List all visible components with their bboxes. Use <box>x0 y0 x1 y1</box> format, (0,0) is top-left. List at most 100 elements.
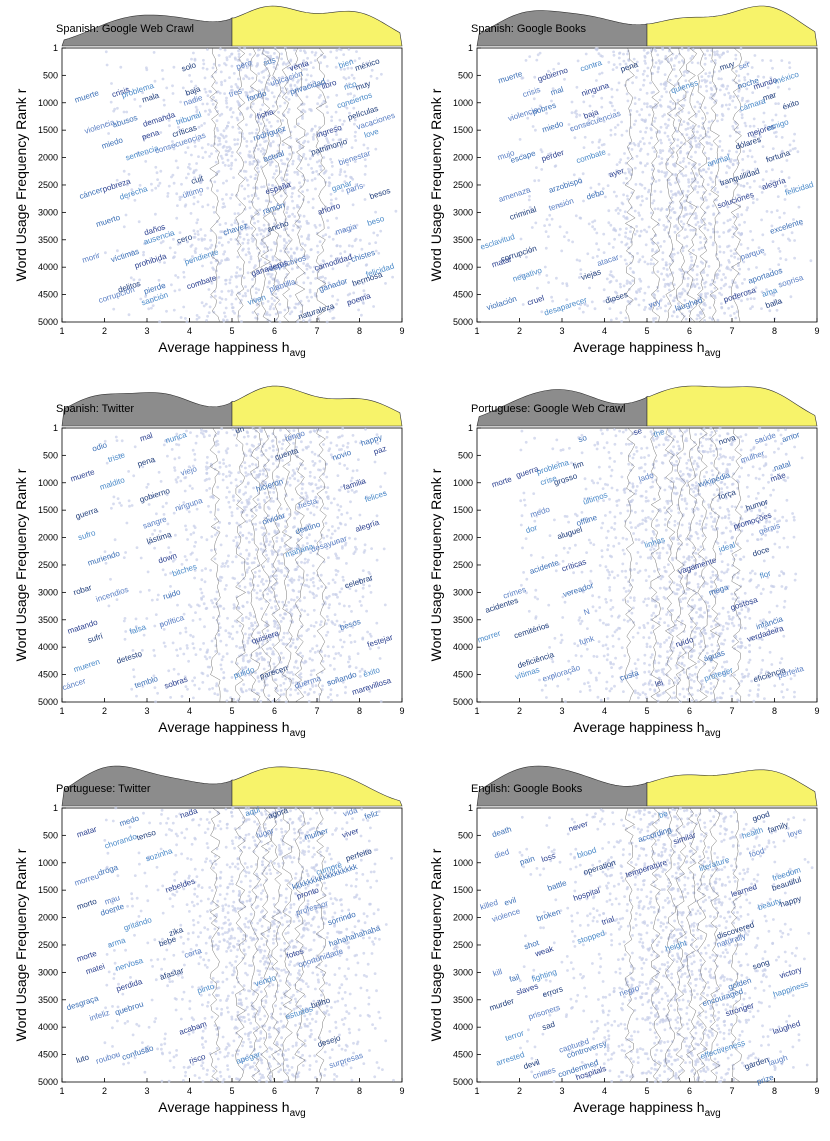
background-point <box>311 170 315 174</box>
background-point <box>243 225 247 229</box>
background-point <box>584 52 588 56</box>
background-point <box>753 179 756 183</box>
background-point <box>634 119 638 123</box>
background-point <box>177 443 181 447</box>
background-point <box>310 154 314 158</box>
background-point <box>218 114 222 117</box>
background-point <box>757 683 761 687</box>
background-point <box>330 198 333 202</box>
background-point <box>360 247 364 251</box>
background-point <box>324 233 328 237</box>
background-point <box>671 271 675 275</box>
background-point <box>678 52 681 56</box>
background-point <box>314 51 318 55</box>
background-point <box>233 311 237 315</box>
background-point <box>319 429 322 432</box>
background-point <box>691 268 694 272</box>
background-point <box>715 113 719 117</box>
background-point <box>775 308 779 312</box>
background-point <box>746 169 750 173</box>
background-point <box>765 170 768 173</box>
background-point <box>228 521 231 525</box>
background-point <box>326 111 329 114</box>
percentile-line <box>260 427 272 703</box>
background-point <box>594 63 598 67</box>
background-point <box>687 224 691 227</box>
background-point <box>233 433 237 437</box>
background-point <box>325 596 329 600</box>
background-point <box>715 276 719 280</box>
background-point <box>328 307 332 311</box>
background-point <box>682 61 686 64</box>
background-point <box>682 70 686 74</box>
background-point <box>663 228 666 232</box>
background-point <box>703 282 706 285</box>
background-point <box>147 588 151 592</box>
background-point <box>262 235 265 238</box>
background-point <box>669 208 673 212</box>
background-point <box>193 569 197 572</box>
background-point <box>225 534 229 538</box>
background-point <box>246 482 250 486</box>
background-point <box>713 280 717 284</box>
background-point <box>281 75 284 79</box>
background-point <box>239 274 243 278</box>
background-point <box>308 149 312 153</box>
x-axis-label-main: Average happiness h <box>573 339 704 355</box>
background-point <box>364 427 367 431</box>
background-point <box>194 441 198 445</box>
background-point <box>551 660 555 664</box>
background-point <box>263 491 267 495</box>
background-point <box>597 595 601 599</box>
background-point <box>141 465 145 469</box>
background-point <box>687 111 691 115</box>
background-point <box>369 591 373 594</box>
background-point <box>720 302 723 305</box>
background-point <box>613 237 616 241</box>
background-point <box>343 463 346 467</box>
background-point <box>242 66 245 69</box>
background-point <box>650 614 654 617</box>
background-point <box>254 528 258 531</box>
background-point <box>744 60 748 64</box>
percentile-line <box>730 47 742 323</box>
background-point <box>228 278 232 282</box>
background-point <box>306 140 310 144</box>
background-point <box>684 174 688 177</box>
background-point <box>234 57 237 61</box>
background-point <box>252 615 256 618</box>
background-point <box>261 152 265 156</box>
word-label: mal <box>139 431 154 444</box>
background-point <box>697 185 701 189</box>
background-point <box>750 252 754 256</box>
background-point <box>251 76 255 80</box>
background-point <box>582 100 586 104</box>
background-point <box>650 545 654 549</box>
background-point <box>611 68 615 71</box>
background-point <box>572 173 576 177</box>
background-point <box>627 246 631 250</box>
background-point <box>246 241 250 245</box>
background-point <box>643 102 646 106</box>
background-point <box>250 140 253 143</box>
background-point <box>749 307 752 310</box>
background-point <box>331 578 335 582</box>
background-point <box>185 644 189 647</box>
background-point <box>332 657 336 660</box>
background-point <box>796 150 800 154</box>
background-point <box>250 86 254 90</box>
background-point <box>291 228 295 232</box>
background-point <box>706 228 710 232</box>
background-point <box>734 553 738 557</box>
background-point <box>718 55 722 59</box>
background-point <box>653 207 657 211</box>
background-point <box>205 489 209 492</box>
background-point <box>254 522 257 526</box>
background-point <box>245 570 249 574</box>
background-point <box>297 590 301 593</box>
background-point <box>690 206 694 210</box>
x-tick-label: 8 <box>357 326 362 336</box>
background-point <box>738 130 741 134</box>
background-point <box>319 485 323 488</box>
background-point <box>312 137 315 141</box>
